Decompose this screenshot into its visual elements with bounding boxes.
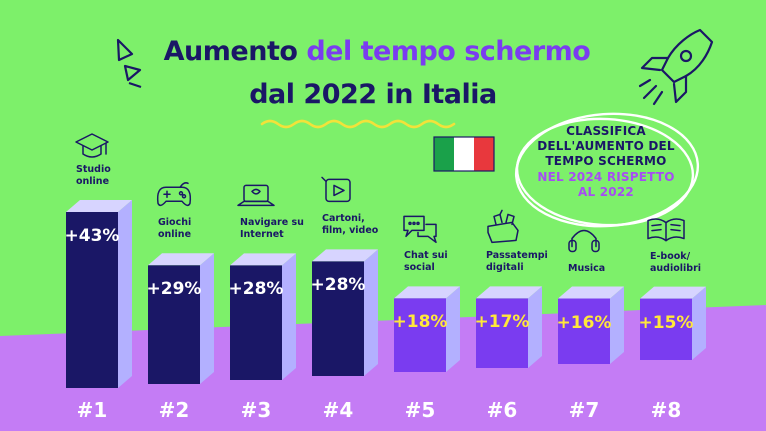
bar-side: [200, 253, 214, 384]
value-label: +43%: [64, 226, 120, 246]
bar-side: [118, 200, 132, 388]
bar-5: [394, 286, 460, 372]
bar-side: [364, 249, 378, 376]
bars-layer: [66, 200, 706, 388]
rank-label: #1: [76, 398, 108, 422]
rocket-icon: [638, 28, 714, 106]
gamepad-icon: [156, 182, 192, 207]
wavy-underline: [260, 119, 456, 129]
bar-front: [66, 212, 118, 388]
bar-1: [66, 200, 132, 388]
category-label-line: E-book/: [650, 250, 691, 262]
value-label: +15%: [638, 312, 694, 333]
bar-front: [312, 261, 364, 376]
bar-4: [312, 249, 378, 376]
note-line: AL 2022: [578, 185, 634, 199]
category-label-line: Passatempi: [486, 250, 548, 262]
value-label: +18%: [392, 312, 448, 333]
category-label: Studio online: [76, 164, 111, 188]
chat-bubbles-icon: [403, 215, 437, 244]
laptop-icon: [237, 184, 275, 207]
bar-side: [446, 286, 460, 372]
bar-side: [610, 286, 624, 364]
rank-label: #5: [404, 398, 436, 422]
graduation-cap-icon: [75, 133, 109, 158]
category-label-line: online: [76, 176, 110, 187]
bar-top: [640, 286, 706, 299]
bar-side: [282, 253, 296, 380]
category-label-line: film, video: [322, 225, 379, 237]
value-label: +28%: [310, 275, 366, 296]
bar-side: [528, 286, 542, 368]
category-label-line: Giochi: [158, 217, 192, 229]
value-label: +28%: [228, 279, 284, 300]
category-label: Chat sui social: [404, 250, 448, 274]
category-label-line: Musica: [568, 262, 606, 274]
bar-top: [476, 286, 542, 299]
ranking-note-main: CLASSIFICA DELL'AUMENTO DEL TEMPO SCHERM…: [522, 124, 690, 169]
rank-label: #8: [650, 398, 682, 422]
category-label-line: Chat sui: [404, 250, 448, 262]
bar-top: [148, 253, 214, 266]
bar-top: [558, 286, 624, 299]
bar-2: [148, 253, 214, 384]
category-label: Navigare su Internet: [240, 217, 304, 241]
note-line: TEMPO SCHERMO: [545, 154, 667, 168]
title-dark-part: Aumento: [163, 36, 307, 67]
bar-top: [230, 253, 296, 266]
value-label: +29%: [146, 279, 202, 300]
category-label: Passatempi digitali: [486, 250, 548, 274]
category-label: E-book/audiolibri: [650, 251, 701, 275]
icons-layer: [75, 133, 685, 253]
rank-label: #4: [322, 398, 354, 422]
headphones-icon: [568, 229, 600, 253]
bar-side: [692, 286, 706, 360]
note-line: CLASSIFICA: [566, 124, 646, 138]
rank-label: #6: [486, 398, 518, 422]
category-label-line: social: [404, 262, 435, 274]
page-title-line-1: Aumento del tempo schermo: [0, 36, 760, 67]
category-label-line: digitali: [486, 262, 524, 274]
bar-front: [394, 298, 446, 372]
rank-label: #3: [240, 398, 272, 422]
note-line: DELL'AUMENTO DEL: [537, 139, 675, 153]
category-label: Giochi online: [158, 217, 191, 241]
value-label: +16%: [556, 312, 612, 333]
note-circle: [514, 112, 700, 228]
rank-label: #2: [158, 398, 190, 422]
note-line: NEL 2024 RISPETTO: [537, 170, 675, 184]
category-label-line: audiolibri: [650, 262, 702, 274]
open-book-icon: [647, 218, 685, 242]
bar-6: [476, 286, 542, 368]
category-label-line: Internet: [240, 229, 284, 241]
play-icon: [321, 176, 351, 203]
category-label-line: Cartoni,: [322, 213, 365, 225]
bar-front: [558, 298, 610, 364]
bar-8: [640, 286, 706, 360]
category-label: Musica: [568, 263, 605, 275]
ranking-note-period: NEL 2024 RISPETTO AL 2022: [522, 170, 690, 200]
category-label-line: Navigare su: [240, 217, 304, 229]
bar-front: [148, 265, 200, 384]
bar-top: [394, 286, 460, 299]
bar-top: [312, 249, 378, 262]
bar-top: [66, 200, 132, 212]
italian-flag: [433, 136, 495, 172]
category-label: Cartoni, film, video: [322, 213, 378, 237]
bar-front: [230, 265, 282, 380]
value-label: +17%: [474, 312, 530, 333]
bar-front: [640, 298, 692, 360]
rank-label: #7: [568, 398, 600, 422]
bar-front: [476, 298, 528, 368]
category-label-line: Studio: [76, 164, 111, 175]
page-title-line-2: dal 2022 in Italia: [249, 79, 497, 110]
sparkle-icon: [116, 38, 142, 89]
bar-7: [558, 286, 624, 364]
category-label-line: online: [158, 229, 192, 241]
bar-3: [230, 253, 296, 380]
title-accent-part: del tempo schermo: [306, 36, 591, 67]
puzzle-box-icon: [487, 209, 519, 244]
